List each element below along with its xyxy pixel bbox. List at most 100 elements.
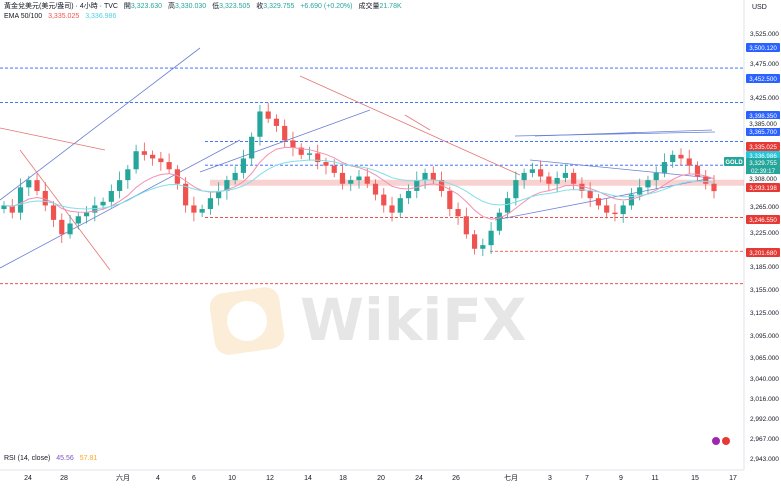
price-label-box xyxy=(746,142,780,151)
x-tick-label: 七月 xyxy=(504,473,518,482)
y-tick-label: 2,992.000 xyxy=(750,416,779,423)
x-tick-label: 六月 xyxy=(116,473,130,482)
y-tick-label: 2,967.000 xyxy=(750,436,779,443)
price-label-text: 3,500.120 xyxy=(749,45,777,52)
candle-body xyxy=(645,180,651,188)
candle-body xyxy=(529,169,535,173)
y-tick-label: 3,095.000 xyxy=(750,333,779,340)
ema100-line xyxy=(3,159,715,210)
price-label-box xyxy=(746,215,780,224)
candle-body xyxy=(290,140,296,148)
candle-body xyxy=(496,212,502,231)
candle-body xyxy=(372,183,379,195)
candle-body xyxy=(711,183,717,192)
candle-body xyxy=(191,205,197,213)
candle-body xyxy=(694,165,701,177)
candle-body xyxy=(232,172,238,181)
candle-body xyxy=(125,169,131,181)
change-value: +6.690 (+0.20%) xyxy=(300,3,353,10)
candle-body xyxy=(595,198,602,206)
candle-body xyxy=(150,154,156,159)
close-value: 3,329.755 xyxy=(263,3,295,10)
candle-body xyxy=(587,190,593,199)
candle-body xyxy=(141,151,147,155)
candle-body xyxy=(538,169,544,177)
candle-body xyxy=(108,190,114,202)
watermark-text: WikiFX xyxy=(300,286,527,354)
candle-body xyxy=(348,180,354,184)
candle-body xyxy=(356,176,362,181)
candle-body xyxy=(59,219,65,235)
price-label-box xyxy=(746,248,780,257)
x-tick-label: 28 xyxy=(60,475,68,482)
candle-body xyxy=(546,176,552,184)
symbol-tag-text: GOLD xyxy=(725,160,743,166)
candle-body xyxy=(133,151,139,170)
candle-body xyxy=(265,111,271,119)
close-label: 收 xyxy=(256,3,264,10)
watermark-logo-icon xyxy=(209,287,285,355)
price-label-box xyxy=(746,183,780,192)
volume-value: 21.78K xyxy=(379,3,402,10)
high-value: 3,330.030 xyxy=(175,3,207,10)
rsi-value-2: 57.81 xyxy=(79,455,98,462)
resistance-zone xyxy=(210,179,744,186)
y-tick-label: 3,125.000 xyxy=(750,310,779,317)
flag-icon xyxy=(722,437,730,445)
price-label-text: 3,335.025 xyxy=(749,144,777,151)
ema100-value: 3,336.986 xyxy=(85,13,117,20)
currency-label[interactable]: USD xyxy=(752,4,767,11)
candle-body xyxy=(562,172,568,178)
x-tick-label: 6 xyxy=(192,475,196,482)
price-label-box xyxy=(746,119,780,128)
candle-body xyxy=(315,153,321,163)
x-tick-label: 26 xyxy=(452,475,460,482)
price-label-box xyxy=(746,158,780,167)
low-label: 低 xyxy=(212,3,220,10)
price-label: 3,246.550 xyxy=(746,215,780,224)
candle-body xyxy=(1,205,7,210)
candle-body xyxy=(323,162,329,166)
price-label: 02:39:17 xyxy=(746,166,780,175)
rsi-legend[interactable]: RSI (14, close) 45.56 57.81 xyxy=(4,454,101,463)
candle-body xyxy=(339,172,346,184)
candle-body xyxy=(166,162,172,170)
candle-body xyxy=(249,136,255,159)
candle-body xyxy=(455,209,461,217)
price-label: 3,385.000 xyxy=(746,119,780,128)
y-tick-label: 3,225.000 xyxy=(750,230,779,237)
price-label-text: 3,308.000 xyxy=(749,176,777,183)
candle-body xyxy=(331,165,337,173)
x-tick-label: 7 xyxy=(585,475,589,482)
y-tick-label: 3,065.000 xyxy=(750,355,779,362)
candle-body xyxy=(298,147,304,155)
price-label-text: 3,385.000 xyxy=(749,121,777,128)
x-tick-label: 3 xyxy=(548,475,552,482)
low-value: 3,323.505 xyxy=(219,3,251,10)
ema-legend[interactable]: EMA 50/100 3,335.025 3,336.986 xyxy=(4,12,120,21)
candle-body xyxy=(686,158,692,166)
symbol-title[interactable]: 黃金兌美元(美元/盎司) · 4小時 · TVC xyxy=(4,3,118,10)
candle-body xyxy=(628,194,635,206)
price-label-text: 3,329.755 xyxy=(749,160,777,167)
price-label-box xyxy=(746,127,780,136)
watermark-logo-inner-icon xyxy=(227,301,267,341)
candle-body xyxy=(183,183,189,206)
candle-body xyxy=(116,180,123,191)
candle-body xyxy=(661,162,668,173)
candle-body xyxy=(653,172,659,181)
price-label-text: 3,398.350 xyxy=(749,113,777,120)
candle-body xyxy=(471,234,478,249)
x-tick-label: 24 xyxy=(24,475,32,482)
candle-body xyxy=(306,153,313,155)
candle-body xyxy=(703,176,709,184)
price-label-box xyxy=(746,111,780,120)
candle-body xyxy=(216,190,222,199)
candle-body xyxy=(447,190,453,210)
candle-body xyxy=(273,118,280,126)
x-tick-label: 4 xyxy=(156,475,160,482)
candle-body xyxy=(612,212,618,215)
price-label-text: 3,336.986 xyxy=(749,153,777,160)
